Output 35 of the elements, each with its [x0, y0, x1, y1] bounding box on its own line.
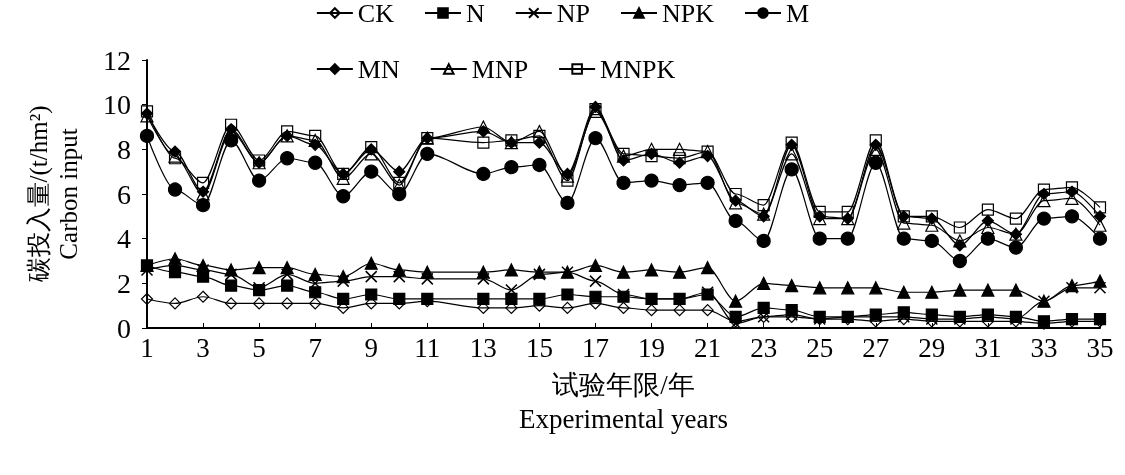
x-axis-title: 试验年限/年 Experimental years: [518, 370, 729, 434]
x-tick-label: 25: [806, 332, 834, 363]
y-tick-label: 0: [117, 312, 131, 344]
x-tick-label: 11: [414, 332, 441, 363]
y-tick-label: 2: [117, 267, 131, 299]
x-tick-label: 17: [581, 332, 609, 363]
x-tick-label: 15: [525, 332, 553, 363]
legend-label: MNP: [471, 54, 529, 84]
y-tick-label: 4: [117, 223, 131, 255]
y-axis-title: 碳投入量/(t/hm²) Carbon input: [24, 105, 82, 284]
legend-label: N: [465, 0, 485, 28]
y-tick-label: 12: [103, 44, 131, 76]
x-tick-label: 1: [140, 332, 154, 363]
x-tick-label: 35: [1086, 332, 1114, 363]
x-tick-label: 27: [862, 332, 890, 363]
x-tick-label: 13: [469, 332, 497, 363]
y-tick-label: 6: [117, 178, 131, 210]
legend-label: MNPK: [600, 54, 676, 84]
y-tick-label: 8: [117, 133, 131, 165]
x-tick-label: 5: [252, 332, 266, 363]
x-tick-label: 21: [694, 332, 722, 363]
x-tick-label: 7: [308, 332, 322, 363]
legend-label: CK: [357, 0, 395, 28]
legend-label: M: [786, 0, 810, 28]
x-tick-label: 9: [364, 332, 378, 363]
legend-label: NP: [556, 0, 591, 28]
x-tick-label: 33: [1030, 332, 1058, 363]
x-tick-label: 29: [918, 332, 946, 363]
legend-label: NPK: [662, 0, 715, 28]
x-tick-label: 19: [638, 332, 666, 363]
legend-label: MN: [357, 54, 400, 84]
x-tick-label: 3: [196, 332, 210, 363]
y-tick-label: 10: [103, 89, 131, 121]
x-tick-label: 23: [750, 332, 778, 363]
x-tick-label: 31: [974, 332, 1002, 363]
